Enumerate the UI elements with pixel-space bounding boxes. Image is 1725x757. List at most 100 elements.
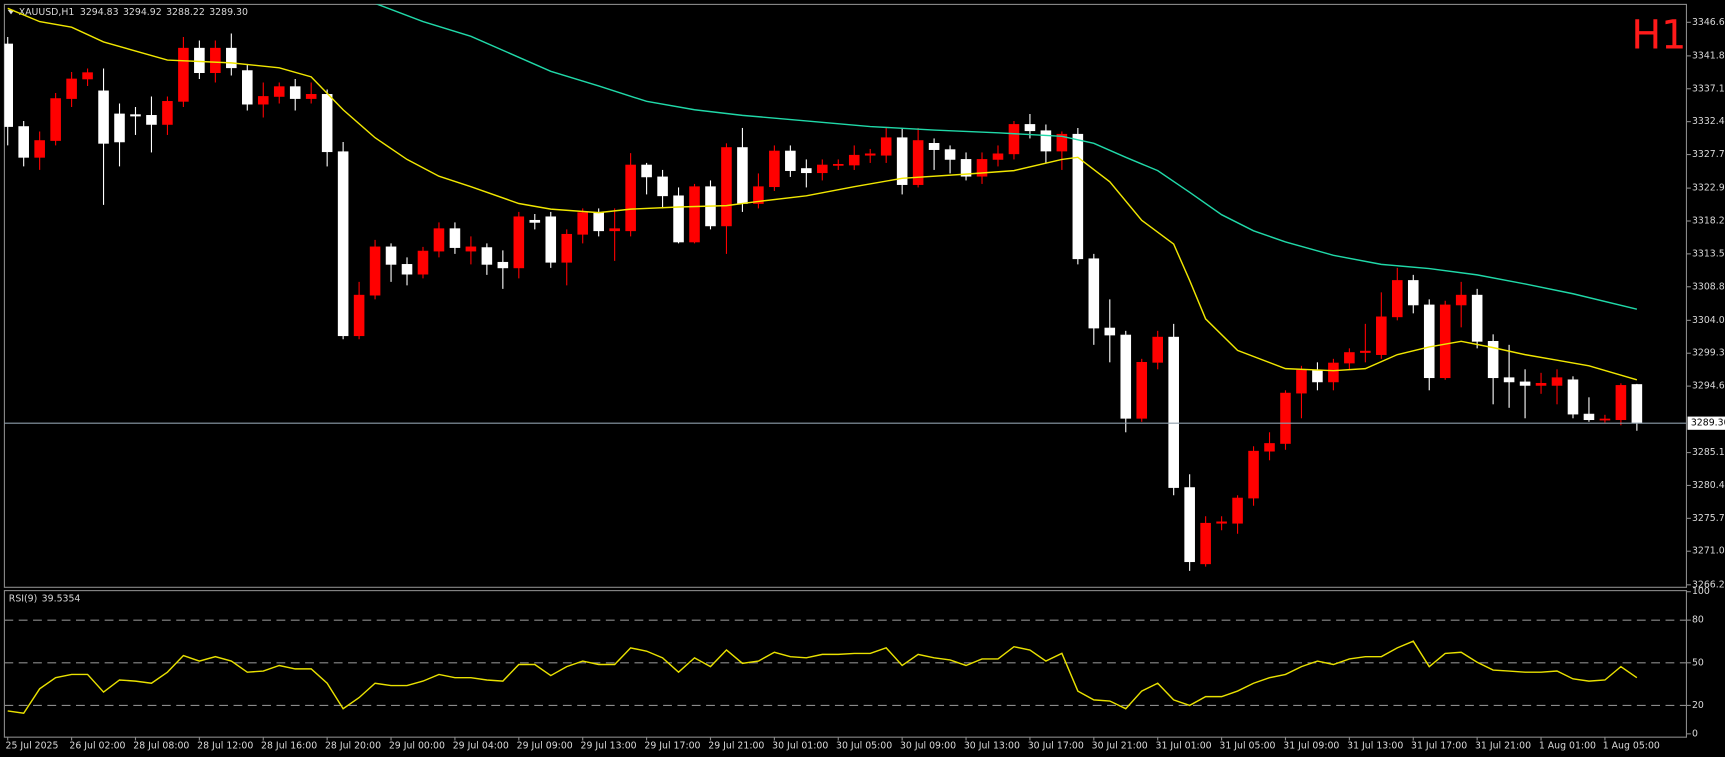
x-tick-label: 29 Jul 04:00	[453, 740, 509, 751]
candle-body	[1312, 369, 1323, 383]
x-tick-label: 1 Aug 05:00	[1603, 740, 1660, 751]
candle-body	[513, 216, 525, 269]
candle-body	[801, 168, 812, 174]
chart-header: XAUUSD,H1 3294.83 3294.92 3288.22 3289.30	[19, 7, 248, 18]
candle-body	[353, 294, 365, 337]
candle-body	[1376, 316, 1387, 355]
candle-body	[194, 47, 205, 74]
rsi-title: RSI(9)	[9, 593, 37, 604]
y-tick-label: 3308.80	[1692, 281, 1725, 292]
y-tick-label: 3294.60	[1692, 381, 1725, 392]
candle-body	[465, 246, 477, 252]
y-tick-label: 3346.60	[1692, 17, 1725, 28]
price-panel-frame	[3, 3, 1687, 588]
candle-body	[673, 195, 684, 243]
x-tick-label: 29 Jul 13:00	[581, 740, 637, 751]
candle-body	[1152, 336, 1163, 363]
candle-body	[577, 212, 588, 235]
candle-body	[1503, 377, 1515, 383]
timeframe-watermark: H1	[1631, 12, 1686, 58]
candle-body	[210, 47, 221, 74]
rsi-panel-frame	[3, 590, 1687, 738]
y-tick-label: 3337.10	[1692, 83, 1725, 94]
moving-average	[7, 7, 1638, 381]
candle-body	[146, 115, 157, 125]
x-tick-label: 31 Jul 17:00	[1411, 740, 1467, 751]
candle-body	[273, 86, 285, 97]
candle-body	[753, 186, 764, 204]
candle-body	[1328, 362, 1339, 383]
candle-body	[66, 78, 77, 99]
candle-body	[1024, 124, 1036, 132]
x-tick-label: 31 Jul 01:00	[1156, 740, 1212, 751]
candle-body	[1184, 487, 1195, 563]
x-tick-label: 26 Jul 02:00	[69, 740, 125, 751]
candle-body	[257, 96, 269, 105]
candle-body	[321, 94, 333, 153]
candle-body	[82, 72, 93, 80]
quote-open: 3294.83	[80, 7, 119, 18]
candle-body	[289, 86, 301, 99]
candle-body	[1615, 385, 1627, 421]
y-tick-label: 3304.00	[1692, 315, 1725, 326]
candle-body	[928, 143, 940, 150]
candle-body	[1168, 336, 1179, 488]
candle-body	[657, 176, 668, 197]
x-tick-label: 30 Jul 17:00	[1028, 740, 1084, 751]
candle-body	[1280, 392, 1291, 444]
candle-body	[114, 113, 125, 143]
candle-body	[1551, 377, 1563, 386]
rsi-line	[7, 640, 1638, 715]
x-tick-label: 31 Jul 09:00	[1283, 740, 1339, 751]
x-tick-label: 25 Jul 2025	[6, 740, 59, 751]
candle-body	[369, 246, 381, 296]
candle-body	[1088, 258, 1100, 329]
candle-body	[1136, 361, 1148, 419]
x-tick-label: 30 Jul 09:00	[900, 740, 956, 751]
candle-body	[737, 147, 748, 204]
x-tick-label: 31 Jul 21:00	[1475, 740, 1531, 751]
y-tick-label: 3322.90	[1692, 183, 1725, 194]
candle-body	[561, 233, 573, 263]
candle-body	[848, 154, 860, 166]
quote-low: 3288.22	[166, 7, 205, 18]
candle-body	[385, 246, 397, 265]
x-tick-label: 29 Jul 21:00	[708, 740, 764, 751]
x-tick-label: 30 Jul 21:00	[1092, 740, 1148, 751]
candle-body	[1360, 350, 1371, 353]
candle-body	[50, 98, 61, 141]
candle-body	[1471, 294, 1483, 342]
y-tick-label: 0	[1692, 728, 1698, 739]
candle-body	[1407, 280, 1419, 306]
candle-body	[896, 137, 908, 185]
candle-body	[689, 186, 700, 243]
candle-body	[1455, 294, 1467, 306]
candle-body	[832, 163, 844, 166]
y-tick-label: 3332.40	[1692, 116, 1725, 127]
rsi-header: RSI(9) 39.5354	[9, 593, 81, 604]
candle-body	[1008, 124, 1020, 155]
candle-body	[1439, 304, 1451, 379]
x-tick-label: 1 Aug 01:00	[1539, 740, 1596, 751]
candle-body	[944, 149, 956, 160]
candle-body	[1264, 443, 1275, 452]
candle-body	[976, 159, 988, 177]
y-tick-label: 3299.30	[1692, 348, 1725, 359]
candle-body	[433, 228, 445, 252]
candle-body	[4, 43, 13, 127]
y-tick-label: 3285.10	[1692, 447, 1725, 458]
candle-body	[880, 137, 892, 156]
candle-body	[337, 151, 349, 337]
quote-close: 3289.30	[209, 7, 248, 18]
candle-body	[242, 70, 253, 105]
candle-body	[1599, 418, 1611, 421]
candle-body	[162, 101, 173, 125]
candle-body	[1072, 133, 1084, 260]
candle-body	[401, 264, 413, 275]
x-tick-label: 30 Jul 13:00	[964, 740, 1020, 751]
candle-body	[98, 90, 109, 144]
candle-body	[1392, 280, 1403, 318]
candle-body	[1423, 304, 1435, 379]
